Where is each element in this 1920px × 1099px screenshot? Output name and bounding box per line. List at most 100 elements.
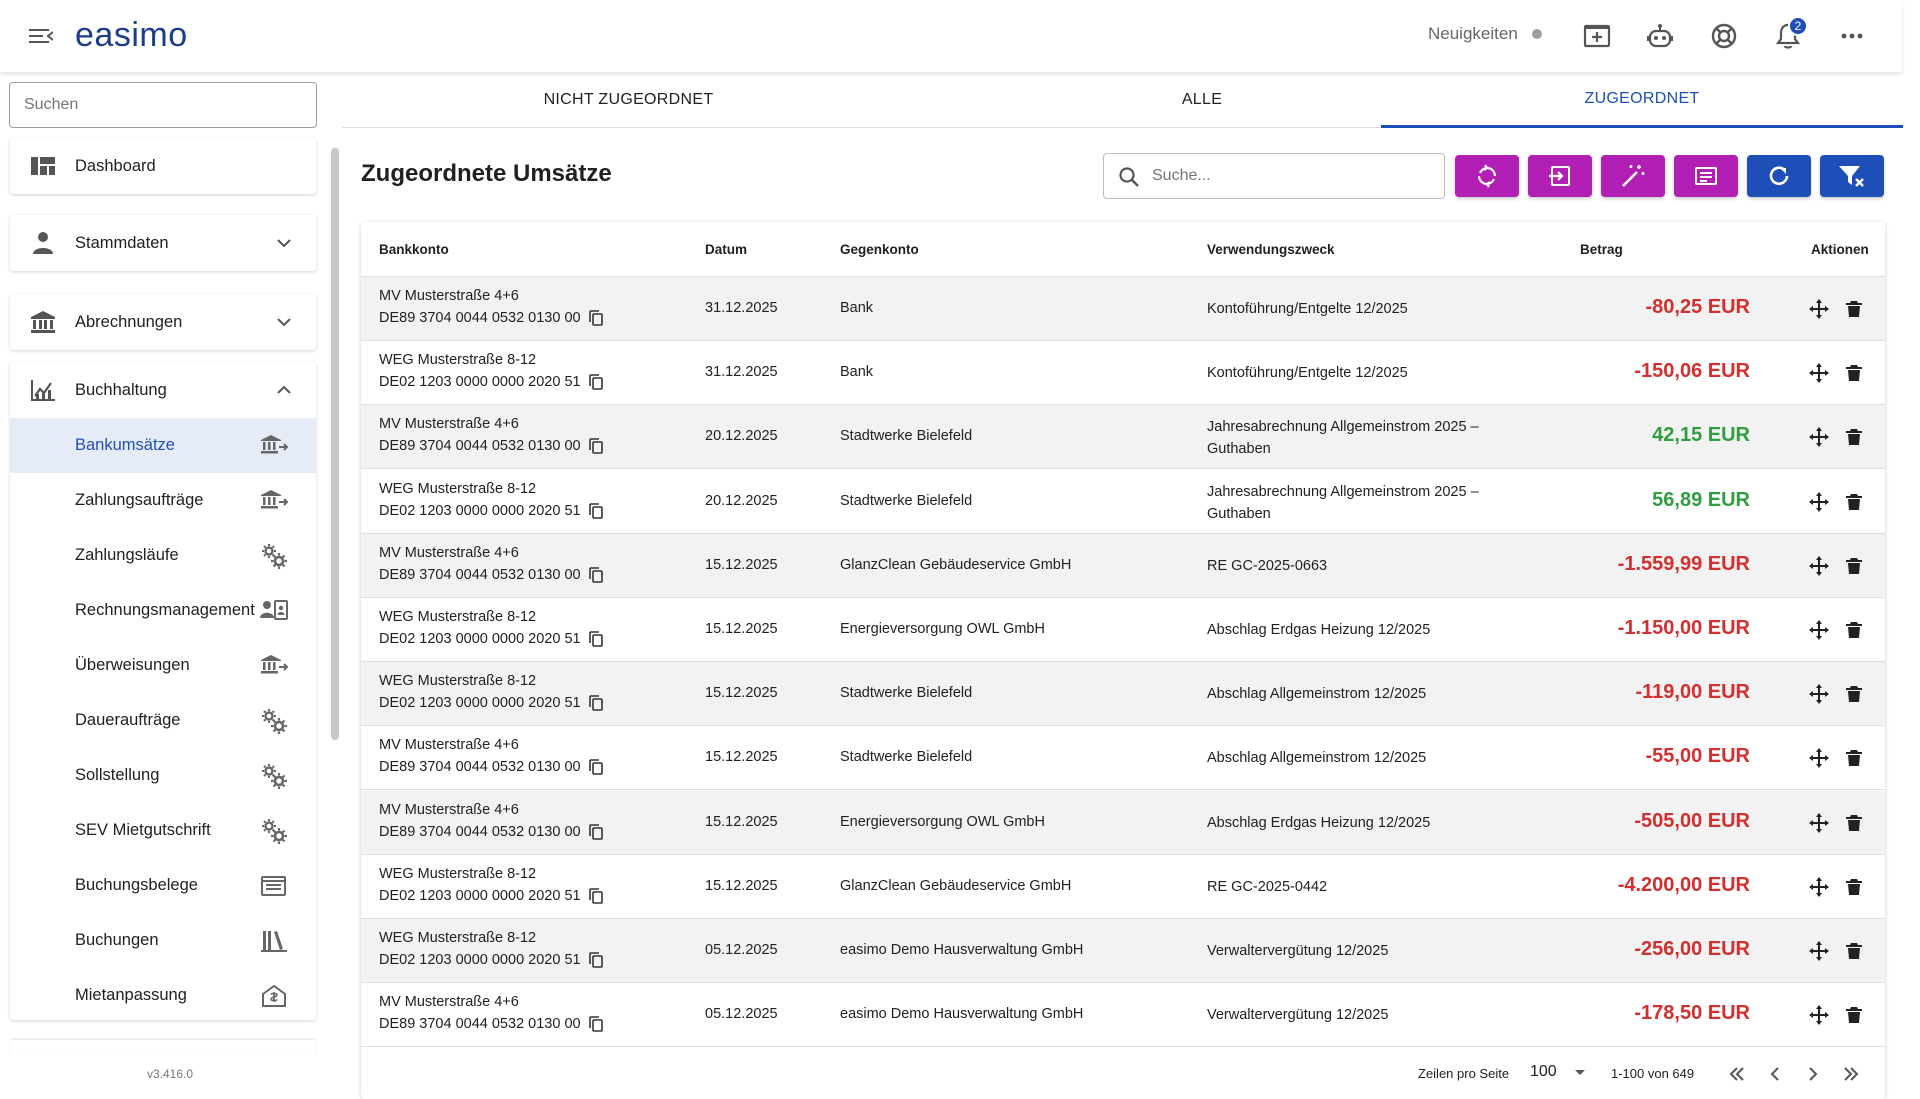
col-datum[interactable]: Datum xyxy=(705,242,748,257)
delete-icon[interactable] xyxy=(1845,878,1863,896)
bank-icon xyxy=(261,435,288,454)
copy-icon[interactable] xyxy=(588,887,603,904)
news-link[interactable]: Neuigkeiten xyxy=(1428,24,1542,44)
first-page-icon[interactable] xyxy=(1725,1062,1749,1086)
delete-icon[interactable] xyxy=(1845,749,1863,767)
menu-collapse-icon[interactable] xyxy=(26,22,56,50)
delete-icon[interactable] xyxy=(1845,557,1863,575)
copy-icon[interactable] xyxy=(588,502,603,519)
next-page-icon[interactable] xyxy=(1801,1062,1825,1086)
delete-icon[interactable] xyxy=(1845,493,1863,511)
rows-per-page-label: Zeilen pro Seite xyxy=(1418,1066,1510,1081)
move-arrows-icon[interactable] xyxy=(1809,941,1829,961)
bankkonto-iban: DE02 1203 0000 0000 2020 51 xyxy=(379,952,581,968)
move-arrows-icon[interactable] xyxy=(1809,1005,1829,1026)
sidebar-subitem-8[interactable]: SEV Mietgutschrift xyxy=(10,803,316,858)
tab-nicht-zugeordnet[interactable]: NICHT ZUGEORDNET xyxy=(543,91,714,108)
documents-button[interactable] xyxy=(1674,155,1738,197)
sidebar-subitem-7[interactable]: Sollstellung xyxy=(10,748,316,803)
sidebar-search-input[interactable]: Suchen xyxy=(9,82,317,128)
col-betrag[interactable]: Betrag xyxy=(1580,242,1623,257)
sync-button[interactable] xyxy=(1455,155,1519,197)
move-arrows-icon[interactable] xyxy=(1809,299,1829,319)
delete-icon[interactable] xyxy=(1845,942,1863,960)
auto-assign-button[interactable] xyxy=(1601,155,1665,197)
copy-icon[interactable] xyxy=(588,310,603,326)
last-page-icon[interactable] xyxy=(1839,1062,1863,1086)
delete-icon[interactable] xyxy=(1845,428,1863,446)
copy-icon[interactable] xyxy=(588,1016,603,1032)
table-row[interactable]: MV Musterstraße 4+6 DE89 3704 0044 0532 0… xyxy=(361,277,1885,341)
col-gegenkonto[interactable]: Gegenkonto xyxy=(840,242,919,257)
copy-icon[interactable] xyxy=(588,374,603,390)
move-arrows-icon[interactable] xyxy=(1809,620,1829,640)
table-row[interactable]: MV Musterstraße 4+6 DE89 3704 0044 0532 0… xyxy=(361,790,1885,855)
table-row[interactable]: WEG Musterstraße 8-12 DE02 1203 0000 0000… xyxy=(361,341,1885,406)
more-options-icon[interactable] xyxy=(1836,20,1868,52)
prev-page-icon[interactable] xyxy=(1763,1062,1787,1086)
betrag-cell: -4.200,00 EUR xyxy=(1617,873,1750,896)
table-row[interactable]: WEG Musterstraße 8-12 DE02 1203 0000 0000… xyxy=(361,598,1885,662)
sidebar-subitem-1[interactable]: Bankumsätze xyxy=(10,418,316,473)
contact-card-icon xyxy=(260,600,288,620)
sidebar-subitem-4[interactable]: Rechnungsmanagement xyxy=(10,583,316,638)
sidebar-subitem-11[interactable]: Mietanpassung xyxy=(10,968,316,1020)
sidebar-subitem-9[interactable]: Buchungsbelege xyxy=(10,858,316,913)
move-arrows-icon[interactable] xyxy=(1809,363,1829,384)
col-verwendungszweck[interactable]: Verwendungszweck xyxy=(1207,242,1335,257)
copy-icon[interactable] xyxy=(588,695,603,711)
import-button[interactable] xyxy=(1528,155,1592,197)
table-row[interactable]: WEG Musterstraße 8-12 DE02 1203 0000 0000… xyxy=(361,919,1885,983)
sidebar-item-abrechnungen[interactable]: Abrechnungen xyxy=(10,294,316,350)
move-arrows-icon[interactable] xyxy=(1809,748,1829,769)
move-arrows-icon[interactable] xyxy=(1809,491,1829,512)
table-row[interactable]: MV Musterstraße 4+6 DE89 3704 0044 0532 0… xyxy=(361,533,1885,598)
table-row[interactable]: MV Musterstraße 4+6 DE89 3704 0044 0532 0… xyxy=(361,983,1885,1048)
move-arrows-icon[interactable] xyxy=(1809,555,1829,576)
delete-icon[interactable] xyxy=(1845,1006,1863,1024)
table-row[interactable]: WEG Musterstraße 8-12 DE02 1203 0000 0000… xyxy=(361,470,1885,534)
col-bankkonto[interactable]: Bankkonto xyxy=(379,242,449,257)
sidebar-item-stammdaten[interactable]: Stammdaten xyxy=(10,215,316,271)
copy-icon[interactable] xyxy=(588,566,603,583)
table-row[interactable]: WEG Musterstraße 8-12 DE02 1203 0000 0000… xyxy=(361,662,1885,727)
table-search-input[interactable]: Suche... xyxy=(1103,153,1445,199)
move-arrows-icon[interactable] xyxy=(1809,812,1829,833)
sidebar-subitem-2[interactable]: Zahlungsaufträge xyxy=(10,473,316,528)
dropdown-arrow-icon[interactable] xyxy=(1573,1065,1587,1079)
table-row[interactable]: MV Musterstraße 4+6 DE89 3704 0044 0532 0… xyxy=(361,726,1885,791)
sidebar-item-buchhaltung[interactable]: Buchhaltung xyxy=(10,362,316,418)
robot-icon[interactable] xyxy=(1644,20,1676,52)
copy-icon[interactable] xyxy=(588,952,603,968)
delete-icon[interactable] xyxy=(1845,364,1863,382)
copy-icon[interactable] xyxy=(588,823,603,840)
copy-icon[interactable] xyxy=(588,438,603,455)
sidebar-scrollbar[interactable] xyxy=(331,148,339,740)
refresh-button[interactable] xyxy=(1747,155,1811,197)
move-arrows-icon[interactable] xyxy=(1809,427,1829,448)
move-arrows-icon[interactable] xyxy=(1809,876,1829,897)
app-logo[interactable]: easimo xyxy=(75,16,188,54)
filter-button[interactable] xyxy=(1820,155,1884,197)
sidebar-item-dashboard[interactable]: Dashboard xyxy=(10,138,316,194)
tab-zugeordnet[interactable]: ZUGEORDNET xyxy=(1381,72,1903,128)
notifications-bell-icon[interactable]: 2 xyxy=(1772,16,1808,52)
delete-icon[interactable] xyxy=(1845,814,1863,832)
copy-icon[interactable] xyxy=(588,631,603,647)
add-window-icon[interactable] xyxy=(1581,20,1613,52)
tab-alle[interactable]: ALLE xyxy=(1181,91,1223,108)
delete-icon[interactable] xyxy=(1845,621,1863,639)
sidebar-subitem-5[interactable]: Überweisungen xyxy=(10,638,316,693)
delete-icon[interactable] xyxy=(1845,300,1863,318)
sidebar-subitem-10[interactable]: Buchungen xyxy=(10,913,316,968)
table-row[interactable]: MV Musterstraße 4+6 DE89 3704 0044 0532 0… xyxy=(361,405,1885,470)
help-lifebuoy-icon[interactable] xyxy=(1708,20,1740,52)
move-arrows-icon[interactable] xyxy=(1809,684,1829,705)
sidebar-subitem-6[interactable]: Daueraufträge xyxy=(10,693,316,748)
rows-per-page-select[interactable]: 100 xyxy=(1530,1063,1557,1080)
sidebar-subitem-3[interactable]: Zahlungsläufe xyxy=(10,528,316,583)
table-row[interactable]: WEG Musterstraße 8-12 DE02 1203 0000 0000… xyxy=(361,855,1885,919)
bankkonto-name: MV Musterstraße 4+6 xyxy=(379,801,519,818)
delete-icon[interactable] xyxy=(1845,685,1863,703)
copy-icon[interactable] xyxy=(588,759,603,776)
